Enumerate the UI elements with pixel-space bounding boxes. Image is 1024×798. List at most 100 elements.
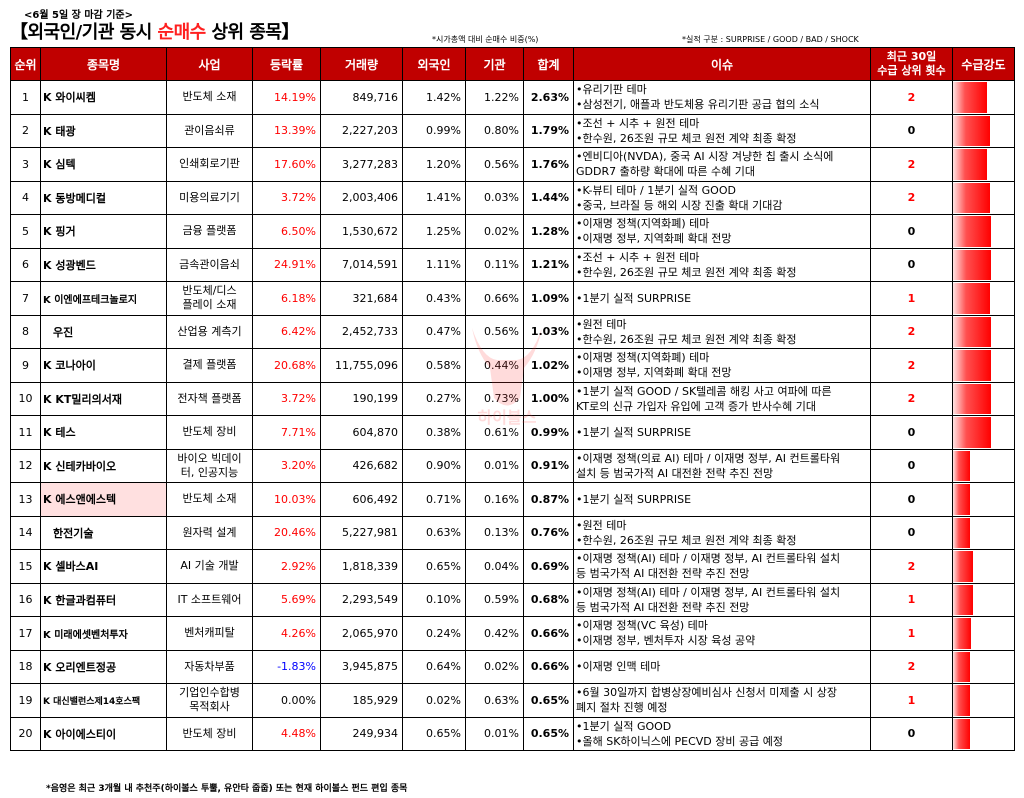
strength-bar [953, 383, 991, 414]
volume-cell: 1,818,339 [320, 549, 403, 584]
supply-count-cell: 0 [870, 247, 953, 282]
institution-ratio-cell: 0.73% [465, 381, 524, 416]
supply-count-cell: 2 [870, 649, 953, 684]
header-sector: 사업 [166, 47, 253, 81]
strength-cell [952, 314, 1015, 349]
strength-bar [953, 484, 971, 515]
header-institution: 기관 [465, 47, 524, 81]
supply-count-cell: 2 [870, 147, 953, 182]
change-cell: 24.91% [252, 247, 321, 282]
issue-cell: •유리기판 테마 •삼성전기, 애플과 반도체용 유리기판 공급 협의 소식 [573, 80, 871, 115]
institution-ratio-cell: 0.66% [465, 281, 524, 316]
issue-line2: 등 범국가적 AI 대전환 전략 추진 전망 [576, 567, 750, 581]
sector-cell: 미용의료기기 [166, 180, 253, 215]
volume-cell: 1,530,672 [320, 214, 403, 249]
watermark-text: 하이볼스 [478, 408, 537, 427]
strength-cell [952, 80, 1015, 115]
header-issue: 이슈 [573, 47, 871, 81]
supply-count-cell: 2 [870, 549, 953, 584]
stock-name-cell: K 동방메디컬 [40, 180, 167, 215]
stock-name-cell: K 미래에셋벤처투자 [40, 616, 167, 651]
issue-line2: •중국, 브라질 등 해외 시장 진출 확대 기대감 [576, 198, 783, 212]
supply-count-cell: 0 [870, 214, 953, 249]
foreign-ratio-cell: 1.25% [402, 214, 466, 249]
foreign-ratio-cell: 1.11% [402, 247, 466, 282]
total-ratio-cell: 0.66% [523, 616, 574, 651]
issue-line1: •조선 + 시추 + 원전 테마 [576, 250, 700, 264]
strength-cell [952, 582, 1015, 617]
sector-cell: 전자책 플랫폼 [166, 381, 253, 416]
institution-ratio-cell: 0.63% [465, 683, 524, 718]
stock-name-cell: K 한글과컴퓨터 [40, 582, 167, 617]
issue-line2: •한수원, 26조원 규모 체코 원전 계약 최종 확정 [576, 332, 797, 346]
total-ratio-cell: 1.02% [523, 348, 574, 383]
issue-cell: •엔비디아(NVDA), 중국 AI 시장 겨냥한 칩 출시 소식에 GDDR7 … [573, 147, 871, 182]
total-ratio-cell: 2.63% [523, 80, 574, 115]
stock-name-cell: K 아이에스티이 [40, 716, 167, 751]
issue-line1: •이재명 정책(지역화폐) 테마 [576, 351, 710, 365]
supply-count-cell: 2 [870, 381, 953, 416]
header-row: 순위 종목명 사업 등락률 거래량 외국인 기관 합계 이슈 최근 30일 수급 … [10, 47, 1015, 81]
institution-ratio-cell: 0.02% [465, 649, 524, 684]
title-suffix: 상위 종목】 [205, 22, 299, 43]
stock-name-cell: K 신테카바이오 [40, 448, 167, 483]
total-ratio-cell: 0.99% [523, 415, 574, 450]
strength-bar [953, 651, 971, 682]
change-cell: 3.72% [252, 381, 321, 416]
rank-cell: 12 [10, 448, 41, 483]
rank-cell: 14 [10, 515, 41, 550]
total-ratio-cell: 1.21% [523, 247, 574, 282]
institution-ratio-cell: 0.42% [465, 616, 524, 651]
sector-line1: 기업인수합병 [179, 686, 240, 700]
strength-bar [953, 417, 991, 448]
strength-bar [953, 115, 990, 146]
change-cell: 7.71% [252, 415, 321, 450]
institution-ratio-cell: 0.01% [465, 448, 524, 483]
sector-line2: 터, 인공지능 [180, 465, 239, 479]
stock-name-cell: K 이엔에프테크놀로지 [40, 281, 167, 316]
volume-cell: 2,452,733 [320, 314, 403, 349]
change-cell: 4.26% [252, 616, 321, 651]
sector-cell: 금속관이음쇠 [166, 247, 253, 282]
total-ratio-cell: 1.03% [523, 314, 574, 349]
change-cell: 6.42% [252, 314, 321, 349]
volume-cell: 3,945,875 [320, 649, 403, 684]
rank-cell: 19 [10, 683, 41, 718]
stock-name-cell: K 심텍 [40, 147, 167, 182]
foreign-ratio-cell: 1.41% [402, 180, 466, 215]
sector-cell: 관이음쇠류 [166, 113, 253, 148]
change-cell: 3.72% [252, 180, 321, 215]
strength-bar [953, 618, 972, 649]
sector-cell: 원자력 설계 [166, 515, 253, 550]
issue-line2: •한수원, 26조원 규모 체코 원전 계약 최종 확정 [576, 131, 797, 145]
issue-cell: •원전 테마 •한수원, 26조원 규모 체코 원전 계약 최종 확정 [573, 314, 871, 349]
strength-cell [952, 716, 1015, 751]
supply-count-cell: 2 [870, 80, 953, 115]
change-cell: 4.48% [252, 716, 321, 751]
strength-cell [952, 247, 1015, 282]
strength-cell [952, 549, 1015, 584]
stock-name-cell: K 대신밸런스제14호스팩 [40, 683, 167, 718]
stock-name-cell: 한전기술 [40, 515, 167, 550]
net-buy-table: 순위 종목명 사업 등락률 거래량 외국인 기관 합계 이슈 최근 30일 수급 … [10, 47, 1015, 751]
issue-line2: 등 범국가적 AI 대전환 전략 추진 전망 [576, 600, 750, 614]
total-ratio-cell: 0.91% [523, 448, 574, 483]
foreign-ratio-cell: 0.43% [402, 281, 466, 316]
issue-line1: •이재명 정책(AI) 테마 / 이재명 정부, AI 컨트롤타워 설치 [576, 552, 841, 566]
issue-cell: •조선 + 시추 + 원전 테마 •한수원, 26조원 규모 체코 원전 계약 최… [573, 247, 871, 282]
sector-cell: 결제 플랫폼 [166, 348, 253, 383]
institution-ratio-cell: 0.03% [465, 180, 524, 215]
sector-cell: 반도체 장비 [166, 415, 253, 450]
rank-cell: 6 [10, 247, 41, 282]
strength-cell [952, 348, 1015, 383]
change-cell: 6.18% [252, 281, 321, 316]
foreign-ratio-cell: 0.63% [402, 515, 466, 550]
strength-cell [952, 415, 1015, 450]
rank-cell: 11 [10, 415, 41, 450]
issue-line1: •1분기 실적 SURPRISE [576, 425, 692, 439]
issue-line2: 설치 등 범국가적 AI 대전환 전략 추진 전망 [576, 466, 774, 480]
